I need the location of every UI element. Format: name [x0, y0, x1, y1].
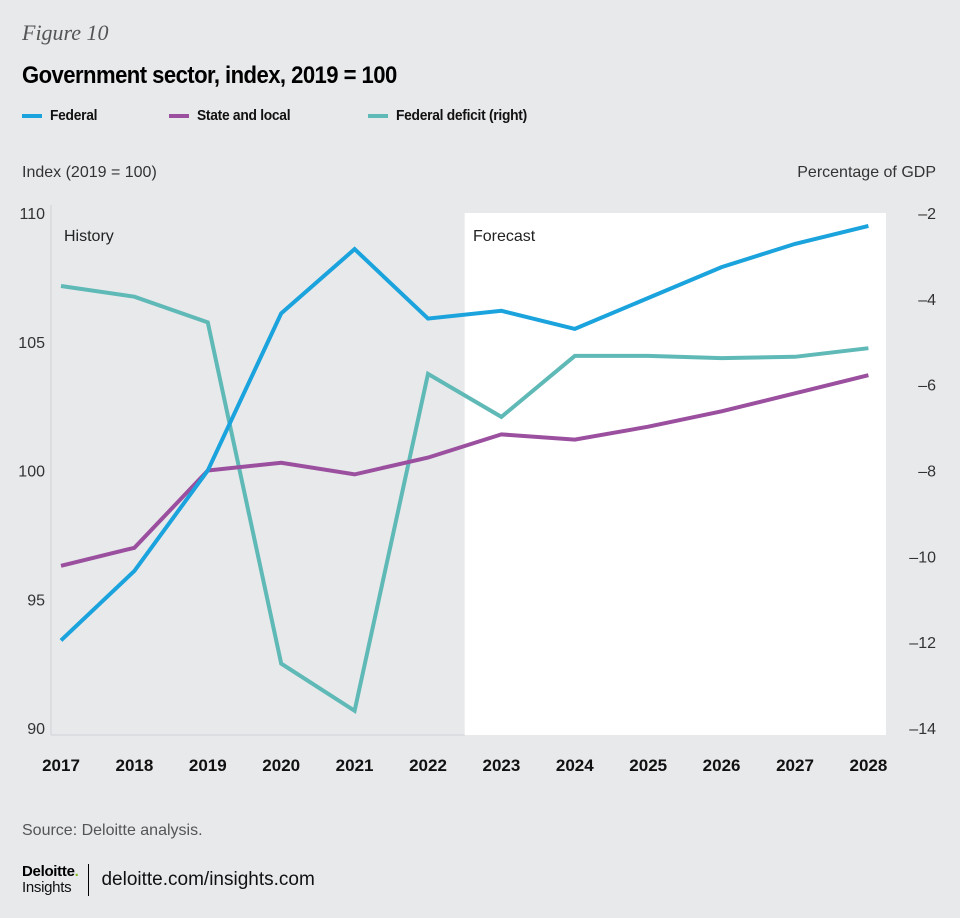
- data-point-federal-deficit-right-2019: [206, 320, 210, 324]
- legend-item-federal-deficit: Federal deficit (right): [368, 107, 538, 124]
- x-tick-2020: 2020: [262, 756, 300, 775]
- data-point-federal-deficit-right-2020: [279, 662, 283, 666]
- data-point-federal-deficit-right-2021: [353, 709, 357, 713]
- brand-dot: .: [74, 863, 79, 880]
- data-point-federal-2024: [573, 327, 577, 331]
- data-point-federal-deficit-right-2017: [59, 284, 63, 288]
- data-point-federal-2026: [720, 265, 724, 269]
- series-line-federal: [59, 223, 869, 642]
- y-tick-right-4: –4: [918, 292, 936, 309]
- chart-title: Government sector, index, 2019 = 100: [22, 62, 397, 89]
- legend-label-state-local: State and local: [197, 107, 291, 124]
- data-point-federal-deficit-right-2027: [793, 355, 797, 359]
- data-point-federal-deficit-right-2023: [499, 415, 503, 419]
- legend-swatch-federal-deficit: [368, 113, 388, 118]
- data-point-federal-2021: [353, 247, 357, 251]
- y-tick-right-8: –8: [918, 464, 936, 481]
- data-point-federal-deficit-right-2018: [132, 295, 136, 299]
- region-label-history: History: [64, 228, 114, 245]
- data-point-federal-2017: [59, 638, 63, 642]
- data-point-federal-deficit-right-2024: [573, 354, 577, 358]
- legend-swatch-state-local: [169, 113, 189, 118]
- series-line-federal-deficit-right: [60, 284, 869, 715]
- left-axis-title: Index (2019 = 100): [22, 164, 157, 181]
- x-tick-2027: 2027: [776, 756, 814, 775]
- legend-label-federal-deficit: Federal deficit (right): [396, 107, 527, 124]
- data-point-state-and-local-2028: [866, 373, 870, 377]
- x-tick-2024: 2024: [556, 756, 594, 775]
- brand-url-link[interactable]: deloitte.com/insights.com: [101, 869, 315, 890]
- brand-footer: Deloitte. Insights deloitte.com/insights…: [22, 864, 315, 896]
- x-tick-2026: 2026: [703, 756, 741, 775]
- y-tick-left-100: 100: [18, 464, 45, 481]
- forecast-region: [464, 213, 886, 735]
- data-point-state-and-local-2017: [59, 564, 63, 568]
- data-point-federal-2020: [279, 311, 283, 315]
- data-point-federal-deficit-right-2028: [866, 346, 870, 350]
- deloitte-insights-logo: Deloitte. Insights: [22, 863, 79, 896]
- data-point-state-and-local-2025: [646, 425, 650, 429]
- data-point-federal-2025: [646, 296, 650, 300]
- x-tick-2028: 2028: [849, 756, 887, 775]
- data-point-state-and-local-2018: [132, 546, 136, 550]
- data-point-federal-deficit-right-2022: [426, 372, 430, 376]
- data-point-state-and-local-2024: [573, 438, 577, 442]
- data-point-state-and-local-2020: [279, 461, 283, 465]
- data-point-state-and-local-2022: [426, 456, 430, 460]
- data-point-state-and-local-2026: [720, 409, 724, 413]
- x-tick-2025: 2025: [629, 756, 667, 775]
- y-tick-left-90: 90: [27, 721, 45, 738]
- source-note: Source: Deloitte analysis.: [22, 822, 203, 839]
- x-tick-2018: 2018: [115, 756, 153, 775]
- legend-swatch-federal: [22, 113, 42, 118]
- data-point-state-and-local-2021: [353, 472, 357, 476]
- region-label-forecast: Forecast: [473, 228, 536, 245]
- data-point-state-and-local-2023: [499, 432, 503, 436]
- legend-label-federal: Federal: [50, 107, 98, 124]
- y-tick-left-110: 110: [19, 206, 45, 223]
- brand-name: Deloitte: [22, 863, 75, 880]
- legend-item-federal: Federal: [22, 107, 101, 124]
- data-point-federal-2027: [793, 242, 797, 246]
- data-point-federal-deficit-right-2026: [720, 356, 724, 360]
- x-tick-2017: 2017: [42, 756, 80, 775]
- brand-sub: Insights: [22, 879, 72, 896]
- data-point-federal-2023: [499, 309, 503, 313]
- line-chart: History Forecast 90 95 100 105 110 –14 –12 –10 –8 –…: [18, 205, 936, 775]
- data-point-federal-deficit-right-2025: [646, 354, 650, 358]
- legend-item-state-local: State and local: [169, 107, 298, 124]
- data-point-federal-2019: [206, 469, 210, 473]
- series-line-state-and-local: [60, 373, 869, 568]
- y-tick-left-95: 95: [27, 592, 45, 609]
- y-tick-right-10: –10: [909, 549, 936, 566]
- y-tick-right-12: –12: [909, 635, 936, 652]
- figure-label: Figure 10: [22, 20, 109, 45]
- x-tick-2023: 2023: [482, 756, 520, 775]
- x-tick-2021: 2021: [336, 756, 374, 775]
- data-point-federal-2028: [866, 224, 870, 228]
- y-tick-left-105: 105: [18, 335, 45, 352]
- data-point-federal-2018: [132, 569, 136, 573]
- x-tick-2022: 2022: [409, 756, 447, 775]
- y-tick-right-6: –6: [918, 378, 936, 395]
- right-axis-title: Percentage of GDP: [797, 164, 936, 181]
- data-point-federal-2022: [426, 317, 430, 321]
- x-tick-2019: 2019: [189, 756, 227, 775]
- y-tick-right-2: –2: [918, 206, 936, 223]
- data-point-state-and-local-2027: [793, 391, 797, 395]
- brand-divider: [88, 864, 90, 896]
- y-tick-right-14: –14: [909, 721, 936, 738]
